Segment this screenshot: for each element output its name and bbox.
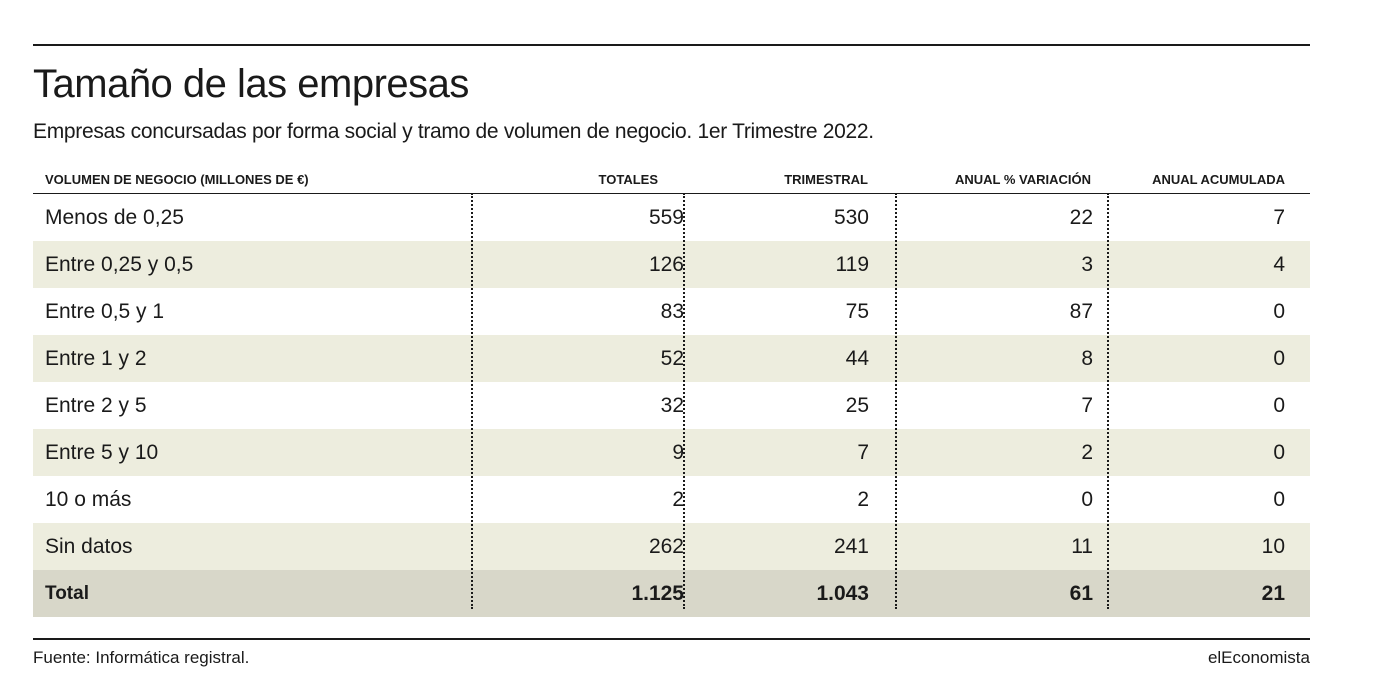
row-label: Entre 0,5 y 1 [45, 299, 165, 323]
table-cell: 559 [648, 205, 684, 229]
table-row: Entre 0,5 y 1 83 75 87 0 [33, 288, 1310, 335]
total-cell: 1.043 [816, 581, 869, 605]
data-table: VOLUMEN DE NEGOCIO (MILLONES DE €) TOTAL… [33, 166, 1310, 617]
table-cell: 8 [1081, 346, 1093, 370]
top-rule [33, 44, 1310, 46]
brand-logo-text: elEconomista [1207, 648, 1310, 667]
table-cell: 2 [857, 487, 869, 511]
column-divider [683, 193, 685, 609]
table-cell: 530 [833, 205, 869, 229]
row-label: Entre 0,25 y 0,5 [45, 252, 194, 276]
table-row: 10 o más 2 2 0 0 [33, 476, 1310, 523]
table-header-row: VOLUMEN DE NEGOCIO (MILLONES DE €) TOTAL… [33, 166, 1310, 194]
row-label: Sin datos [45, 534, 133, 558]
table-row: Entre 2 y 5 32 25 7 0 [33, 382, 1310, 429]
table-cell: 0 [1273, 299, 1285, 323]
total-label: Total [45, 582, 89, 604]
column-header: TOTALES [598, 172, 658, 187]
table-cell: 2 [1081, 440, 1093, 464]
table-cell: 87 [1069, 299, 1093, 323]
column-header: ANUAL % VARIACIÓN [954, 172, 1091, 187]
total-cell: 1.125 [631, 581, 684, 605]
table-cell: 44 [845, 346, 869, 370]
table-cell: 32 [660, 393, 684, 417]
table-cell: 4 [1273, 252, 1285, 276]
page-title: Tamaño de las empresas [33, 62, 469, 106]
table-cell: 0 [1273, 393, 1285, 417]
row-label: Entre 5 y 10 [45, 440, 159, 464]
table-cell: 119 [835, 252, 869, 276]
column-divider [895, 193, 897, 609]
table-cell: 241 [833, 534, 869, 558]
row-label: 10 o más [45, 487, 132, 511]
bottom-rule [33, 638, 1310, 640]
column-header: ANUAL ACUMULADA [1152, 172, 1285, 187]
table-row: Entre 0,25 y 0,5 126 119 3 4 [33, 241, 1310, 288]
column-divider [1107, 193, 1109, 609]
table-row: Sin datos 262 241 11 10 [33, 523, 1310, 570]
table-cell: 3 [1081, 252, 1093, 276]
table-cell: 2 [672, 487, 684, 511]
table-cell: 52 [660, 346, 684, 370]
table-row: Entre 5 y 10 9 7 2 0 [33, 429, 1310, 476]
row-label: Menos de 0,25 [45, 205, 184, 229]
table-cell: 75 [845, 299, 869, 323]
table-cell: 0 [1081, 487, 1093, 511]
table-cell: 0 [1273, 487, 1285, 511]
table-cell: 25 [845, 393, 869, 417]
table-cell: 7 [1273, 205, 1285, 229]
table-cell: 10 [1261, 534, 1285, 558]
table-row: Entre 1 y 2 52 44 8 0 [33, 335, 1310, 382]
table-cell: 83 [660, 299, 684, 323]
row-label: Entre 1 y 2 [45, 346, 147, 370]
table-cell: 22 [1069, 205, 1093, 229]
table-cell: 11 [1071, 534, 1093, 558]
table-cell: 0 [1273, 346, 1285, 370]
table-cell: 126 [648, 252, 684, 276]
column-header: VOLUMEN DE NEGOCIO (MILLONES DE €) [45, 172, 309, 187]
source-note: Fuente: Informática registral. [33, 648, 250, 667]
total-cell: 21 [1261, 581, 1285, 605]
row-label: Entre 2 y 5 [45, 393, 147, 417]
page-subtitle: Empresas concursadas por forma social y … [33, 120, 874, 143]
column-header: TRIMESTRAL [784, 172, 868, 187]
table-cell: 262 [648, 534, 684, 558]
total-row: Total 1.125 1.043 61 21 [33, 570, 1310, 617]
table-cell: 9 [672, 440, 684, 464]
column-divider [471, 193, 473, 609]
table-cell: 0 [1273, 440, 1285, 464]
total-cell: 61 [1069, 581, 1093, 605]
table-row: Menos de 0,25 559 530 22 7 [33, 194, 1310, 241]
table-cell: 7 [857, 440, 869, 464]
table-cell: 7 [1081, 393, 1093, 417]
